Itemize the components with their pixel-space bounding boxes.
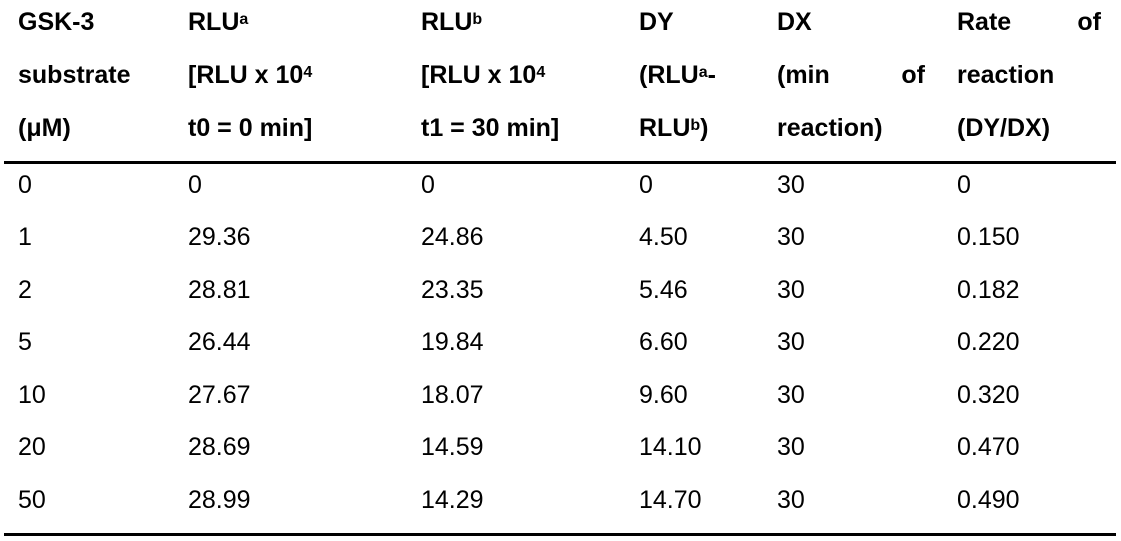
table-cell: 0.320: [957, 381, 1020, 409]
header-rule: [4, 161, 1116, 164]
superscript: 4: [536, 64, 546, 81]
header-line: RLUa: [188, 8, 249, 36]
table-cell: 30: [777, 171, 805, 199]
table-cell: 0.470: [957, 433, 1020, 461]
table-cell: 0.220: [957, 328, 1020, 356]
header-line: t1 = 30 min]: [421, 114, 560, 142]
table-cell: 14.70: [639, 486, 702, 514]
table-cell: 14.10: [639, 433, 702, 461]
header-line: DY: [639, 8, 674, 36]
data-table: GSK-3 substrate (μM) 0 1 2 5 10 20 50 RL…: [4, 0, 1116, 541]
table-cell: 1: [18, 223, 32, 251]
header-line: substrate: [18, 61, 131, 89]
table-cell: 30: [777, 328, 805, 356]
header-line: (μM): [18, 114, 71, 142]
table-cell: 9.60: [639, 381, 688, 409]
table-cell: 2: [18, 276, 32, 304]
header-line: [RLU x 104: [421, 61, 546, 89]
table-cell: 5.46: [639, 276, 688, 304]
header-line: [RLU x 104: [188, 61, 313, 89]
table-cell: 14.59: [421, 433, 484, 461]
superscript: 4: [303, 64, 313, 81]
superscript: a: [239, 11, 249, 28]
table-cell: 28.99: [188, 486, 251, 514]
header-line: t0 = 0 min]: [188, 114, 313, 142]
header-line: RLUb): [639, 114, 709, 142]
table-cell: 0: [18, 171, 32, 199]
table-cell: 0.150: [957, 223, 1020, 251]
superscript: b: [690, 117, 701, 134]
header-line: (min of: [777, 61, 925, 89]
table-cell: 29.36: [188, 223, 251, 251]
table-cell: 0.490: [957, 486, 1020, 514]
table-cell: 28.81: [188, 276, 251, 304]
table-cell: 0: [639, 171, 653, 199]
table-cell: 50: [18, 486, 46, 514]
table-cell: 30: [777, 381, 805, 409]
table-cell: 30: [777, 276, 805, 304]
table-cell: 27.67: [188, 381, 251, 409]
table-cell: 30: [777, 223, 805, 251]
table-cell: 10: [18, 381, 46, 409]
header-line: (RLUa-: [639, 61, 716, 89]
superscript: b: [472, 11, 483, 28]
table-cell: 0: [188, 171, 202, 199]
table-cell: 20: [18, 433, 46, 461]
table-cell: 0: [957, 171, 971, 199]
header-line: GSK-3: [18, 8, 95, 36]
table-cell: 30: [777, 433, 805, 461]
table-cell: 0: [421, 171, 435, 199]
table-cell: 26.44: [188, 328, 251, 356]
bottom-rule: [4, 533, 1116, 536]
header-line: Rate of: [957, 8, 1101, 36]
table-cell: 19.84: [421, 328, 484, 356]
table-cell: 4.50: [639, 223, 688, 251]
header-line: reaction: [957, 61, 1055, 89]
header-line: reaction): [777, 114, 883, 142]
table-cell: 14.29: [421, 486, 484, 514]
table-cell: 0.182: [957, 276, 1020, 304]
table-cell: 23.35: [421, 276, 484, 304]
superscript: a: [698, 64, 708, 81]
table-cell: 30: [777, 486, 805, 514]
table-cell: 5: [18, 328, 32, 356]
header-line: DX: [777, 8, 812, 36]
table-cell: 18.07: [421, 381, 484, 409]
table-cell: 28.69: [188, 433, 251, 461]
table-cell: 24.86: [421, 223, 484, 251]
header-line: RLUb: [421, 8, 483, 36]
table-cell: 6.60: [639, 328, 688, 356]
header-line: (DY/DX): [957, 114, 1051, 142]
